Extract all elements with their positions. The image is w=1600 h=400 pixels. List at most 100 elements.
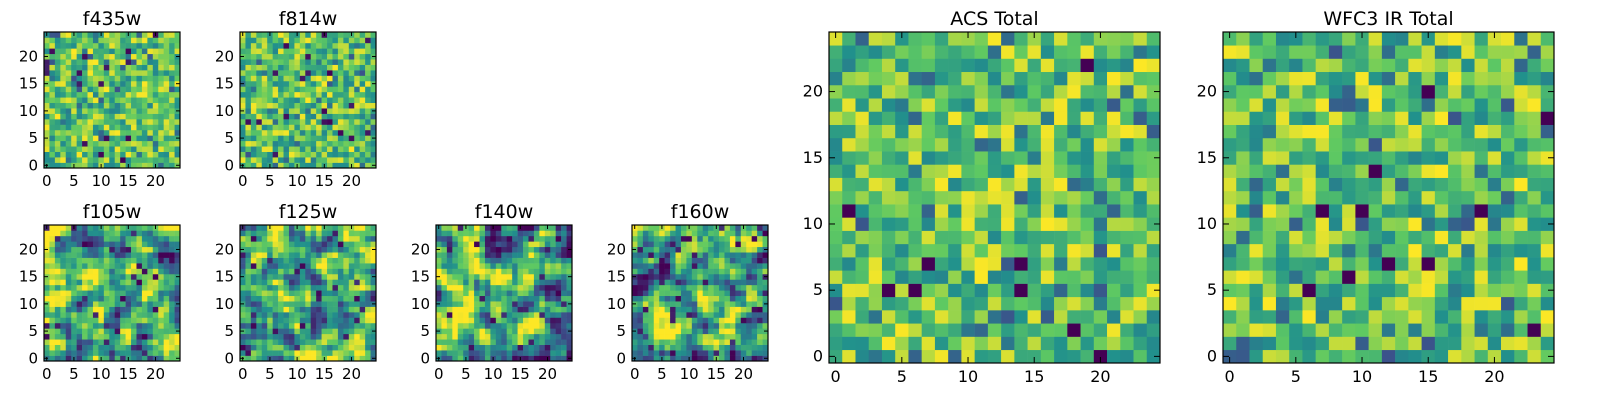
heatmap-cell	[272, 97, 279, 104]
heatmap-cell	[92, 339, 99, 345]
heatmap-cell	[278, 279, 284, 286]
heatmap-cell	[653, 225, 660, 231]
heatmap-cell	[1474, 296, 1489, 311]
heatmap-cell	[632, 339, 638, 345]
heatmap-cell	[637, 246, 644, 253]
heatmap-cell	[158, 322, 164, 329]
heatmap-cell	[452, 355, 459, 362]
heatmap-cell	[555, 317, 562, 324]
heatmap-cell	[1040, 296, 1055, 311]
heatmap-cell	[60, 162, 67, 169]
heatmap-cell	[71, 146, 77, 152]
heatmap-cell	[76, 70, 83, 76]
heatmap-cell	[288, 146, 295, 152]
heatmap-cell	[829, 137, 843, 152]
heatmap-cell	[691, 225, 698, 231]
heatmap-cell	[680, 279, 687, 286]
heatmap-cell	[680, 312, 687, 318]
heatmap-cell	[174, 268, 181, 275]
heatmap-cell	[310, 241, 317, 248]
heatmap-cell	[316, 290, 322, 297]
heatmap-cell	[305, 32, 312, 38]
heatmap-cell	[114, 246, 121, 253]
heatmap-cell	[109, 225, 116, 231]
heatmap-cell	[245, 91, 252, 98]
heatmap-cell	[506, 322, 513, 329]
heatmap-cell	[131, 42, 137, 49]
heatmap-cell	[174, 97, 181, 104]
heatmap-cell	[1540, 217, 1555, 231]
heatmap-cell	[1054, 310, 1068, 324]
heatmap-cell	[60, 339, 67, 345]
heatmap-cell	[299, 32, 306, 38]
heatmap-cell	[109, 339, 116, 345]
heatmap-cell	[327, 333, 333, 340]
heatmap-cell	[305, 306, 312, 313]
heatmap-cell	[686, 344, 693, 351]
heatmap-cell	[348, 333, 355, 340]
heatmap-cell	[495, 350, 502, 356]
heatmap-cell	[1014, 84, 1028, 99]
heatmap-cell	[152, 333, 159, 340]
heatmap-cell	[103, 135, 110, 142]
heatmap-cell	[288, 290, 295, 297]
heatmap-cell	[49, 230, 56, 237]
heatmap-cell	[348, 252, 355, 258]
heatmap-cell	[544, 263, 551, 269]
heatmap-cell	[49, 268, 56, 275]
heatmap-cell	[158, 339, 164, 345]
heatmap-cell	[125, 97, 132, 104]
heatmap-cell	[1054, 137, 1068, 152]
heatmap-cell	[54, 129, 61, 136]
heatmap-cell	[82, 225, 88, 231]
panel-title: f140w	[475, 201, 534, 223]
heatmap-cell	[332, 129, 339, 136]
heatmap-cell	[278, 246, 284, 253]
heatmap-cell	[98, 64, 105, 71]
heatmap-cell	[680, 230, 687, 237]
y-tick-label: 0	[420, 349, 430, 367]
heatmap-cell	[299, 124, 306, 131]
heatmap-cell	[299, 306, 306, 313]
heatmap-cell	[637, 328, 644, 335]
heatmap-cell	[174, 42, 181, 49]
heatmap-cell	[506, 241, 513, 248]
heatmap-cell	[131, 37, 137, 44]
heatmap-cell	[1448, 270, 1462, 284]
heatmap-cell	[310, 268, 317, 275]
heatmap-cell	[103, 279, 110, 286]
heatmap-cell	[305, 344, 312, 351]
heatmap-cell	[501, 355, 508, 362]
heatmap-cell	[842, 45, 856, 59]
heatmap-cell	[256, 59, 263, 65]
heatmap-cell	[566, 290, 573, 297]
heatmap-cell	[87, 140, 94, 147]
heatmap-cell	[702, 235, 709, 242]
heatmap-cell	[141, 53, 148, 60]
heatmap-cell	[103, 290, 110, 297]
heatmap-cell	[566, 284, 573, 291]
heatmap-cell	[348, 151, 355, 158]
heatmap-cell	[76, 246, 83, 253]
heatmap-cell	[60, 140, 67, 147]
heatmap-cell	[337, 108, 344, 114]
heatmap-cell	[468, 339, 475, 345]
heatmap-cell	[76, 86, 83, 93]
heatmap-cell	[1474, 283, 1489, 298]
heatmap-cell	[136, 129, 143, 136]
heatmap-cell	[751, 230, 758, 237]
heatmap-cell	[327, 119, 333, 125]
heatmap-cell	[1448, 323, 1462, 337]
heatmap-cell	[250, 64, 257, 71]
heatmap-cell	[735, 322, 742, 329]
heatmap-cell	[463, 322, 469, 329]
heatmap-cell	[294, 301, 301, 307]
heatmap-cell	[245, 75, 252, 82]
heatmap-cell	[1342, 230, 1356, 245]
heatmap-cell	[697, 350, 704, 356]
heatmap-cell	[637, 241, 644, 248]
heatmap-cell	[697, 279, 704, 286]
heatmap-cell	[125, 344, 132, 351]
heatmap-cell	[1289, 310, 1303, 324]
heatmap-cell	[1342, 323, 1356, 337]
